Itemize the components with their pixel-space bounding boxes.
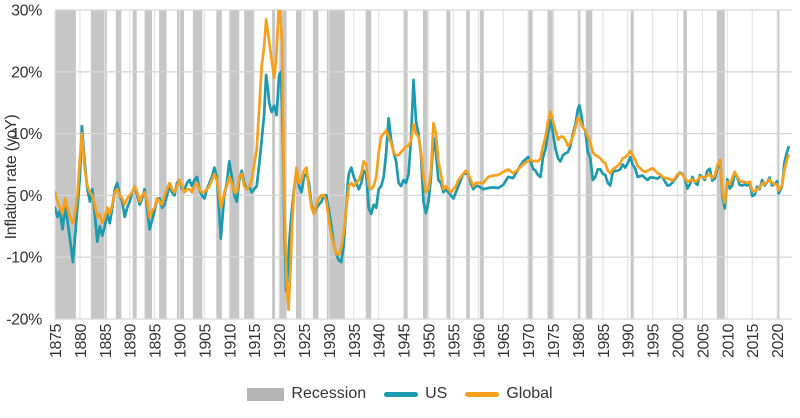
x-tick-label: 1965 [496, 324, 513, 358]
legend-item-recession: Recession [247, 385, 366, 403]
recession-swatch [247, 387, 285, 401]
recession-band [132, 10, 137, 319]
recession-band [216, 10, 222, 319]
recession-band [777, 10, 780, 319]
x-tick-label: 1975 [546, 324, 563, 358]
x-tick-label: 1915 [247, 324, 264, 358]
x-tick-label: 1970 [521, 324, 538, 358]
recession-band [90, 10, 107, 319]
y-axis-tick-labels: 30% 20% 10% 0% -10% -20% [6, 3, 42, 329]
x-tick-label: 1960 [471, 324, 488, 358]
x-tick-label: 1875 [48, 324, 65, 358]
x-tick-label: 1890 [123, 324, 140, 358]
legend-item-us: US [384, 385, 447, 403]
us-line-swatch [384, 391, 419, 397]
recession-band [159, 10, 167, 319]
recession-band [479, 10, 484, 319]
legend-label-global: Global [506, 385, 553, 402]
x-tick-label: 1905 [197, 324, 214, 358]
chart-legend: Recession US Global [0, 385, 800, 403]
global-line-swatch [465, 391, 500, 397]
recession-band [466, 10, 470, 319]
x-tick-label: 2010 [720, 324, 737, 358]
recession-band [577, 10, 581, 319]
x-tick-label: 1980 [571, 324, 588, 358]
x-tick-label: 2000 [671, 324, 688, 358]
y-tick-label: 10% [11, 126, 42, 143]
x-tick-label: 1895 [148, 324, 165, 358]
series-layer [55, 10, 790, 312]
x-tick-label: 2015 [745, 324, 762, 358]
y-axis-title: Inflation rate (yoY) [3, 115, 20, 240]
recession-band [423, 10, 428, 319]
recession-band [365, 10, 372, 319]
recession-band [55, 10, 76, 319]
recession-band [115, 10, 122, 319]
series-line-global [55, 10, 790, 312]
recession-band [446, 10, 451, 319]
recession-band [244, 10, 254, 319]
x-tick-label: 1955 [446, 324, 463, 358]
recession-band [177, 10, 184, 319]
recession-band [144, 10, 153, 319]
x-tick-label: 1885 [98, 324, 115, 358]
x-tick-label: 1985 [596, 324, 613, 358]
y-tick-label: 20% [11, 64, 42, 81]
x-tick-label: 1990 [621, 324, 638, 358]
recession-band [326, 10, 345, 319]
x-tick-label: 2005 [695, 324, 712, 358]
y-tick-label: 30% [11, 3, 42, 20]
recession-band [527, 10, 533, 319]
y-tick-label: -20% [6, 312, 42, 329]
recession-band [683, 10, 687, 319]
y-tick-label: -10% [6, 250, 42, 267]
x-tick-label: 1935 [347, 324, 364, 358]
x-tick-label: 1925 [297, 324, 314, 358]
recession-band [192, 10, 203, 319]
x-tick-label: 1950 [422, 324, 439, 358]
x-tick-label: 1910 [222, 324, 239, 358]
x-tick-label: 1940 [372, 324, 389, 358]
x-tick-label: 1995 [646, 324, 663, 358]
x-tick-label: 1920 [272, 324, 289, 358]
x-tick-label: 1945 [397, 324, 414, 358]
recession-band [404, 10, 408, 319]
x-tick-label: 1880 [73, 324, 90, 358]
y-tick-label: 0% [20, 188, 42, 205]
recession-band [296, 10, 302, 319]
recession-bands-layer [55, 10, 780, 319]
legend-label-recession: Recession [291, 385, 367, 402]
x-axis-tick-labels: 1875 1880 1885 1890 1895 1900 1905 1910 1915 1920… [48, 324, 787, 358]
legend-label-us: US [425, 385, 448, 402]
legend-item-global: Global [465, 385, 553, 403]
recession-band [585, 10, 593, 319]
x-tick-label: 1900 [173, 324, 190, 358]
x-tick-label: 1930 [322, 324, 339, 358]
recession-band [229, 10, 240, 319]
recession-band [312, 10, 319, 319]
recession-band [272, 10, 276, 319]
recession-band [547, 10, 554, 319]
x-tick-label: 2020 [770, 324, 787, 358]
